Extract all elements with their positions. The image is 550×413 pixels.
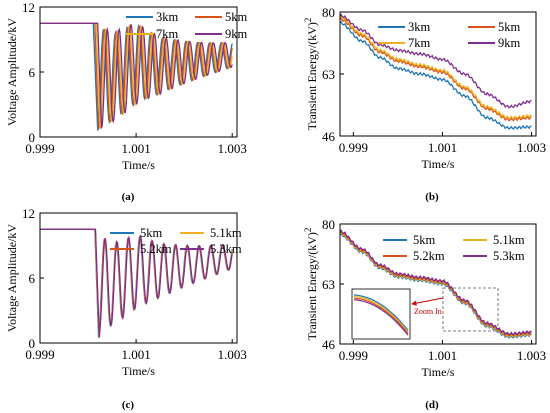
series-line-5.2km: [40, 228, 233, 338]
series-line-9km: [40, 22, 233, 130]
legend-label: 9km: [498, 36, 521, 50]
x-tick-label: 1.001: [121, 347, 150, 362]
legend-label: 7km: [156, 27, 179, 41]
series-line-5km: [339, 17, 532, 122]
y-axis-label-text: Voltage Amplitude/kV: [5, 224, 19, 332]
y-axis-label: Transient Energy/(kV)2: [303, 228, 319, 341]
y-tick-label: 63: [322, 277, 335, 292]
x-tick-label: 1.001: [121, 141, 150, 156]
y-axis-label-text: Transient Energy/(kV): [305, 22, 319, 130]
plot-frame: [39, 212, 238, 344]
y-axis-label: Voltage Amplitude/kV: [5, 224, 19, 332]
series-line-9km: [339, 13, 532, 109]
legend-label: 5km: [413, 233, 436, 247]
x-tick-label: 0.999: [25, 141, 54, 156]
zoom-inset-series-line: [353, 299, 409, 336]
y-tick-label: 63: [322, 67, 335, 82]
panel-label: (b): [425, 191, 439, 203]
x-axis-label: Time/s: [122, 364, 155, 378]
zoom-arrow: [411, 297, 444, 306]
y-tick-label: 12: [22, 0, 35, 15]
y-axis-label-superscript: 2: [303, 18, 313, 23]
y-axis-label: Voltage Amplitude/kV: [5, 18, 19, 126]
legend-label: 7km: [408, 36, 431, 50]
y-tick-label: 6: [29, 65, 36, 80]
legend-label: 3km: [408, 20, 431, 34]
y-tick-label: 6: [29, 271, 36, 286]
y-tick-label: 46: [322, 337, 336, 352]
y-tick-label: 80: [322, 217, 335, 232]
legend-label: 9km: [225, 27, 248, 41]
legend-label: 5.2km: [413, 249, 445, 263]
series-line-5.3km: [339, 229, 532, 336]
legend-label: 5.3km: [210, 242, 242, 256]
x-tick-label: 1.003: [218, 141, 247, 156]
legend-label: 5.3km: [493, 249, 525, 263]
panel-label: (d): [425, 399, 439, 411]
legend-label: 5km: [140, 226, 163, 240]
x-axis-label: Time/s: [422, 365, 455, 379]
x-tick-label: 1.003: [517, 348, 546, 363]
zoom-inset-series-line: [353, 296, 409, 333]
x-tick-label: 1.003: [517, 140, 546, 155]
chart-panel-4: 0.999 1.001 1.003 46 63 80 Time/s Transient Ene…: [303, 217, 546, 411]
legend-label: 5.2km: [140, 242, 172, 256]
y-tick-label: 46: [322, 129, 336, 144]
y-axis-label-superscript: 2: [303, 228, 313, 233]
zoom-inset-series-line: [353, 297, 409, 334]
panel-label: (c): [122, 399, 135, 411]
zoom-region-box: [442, 287, 499, 332]
x-tick-label: 0.999: [339, 348, 368, 363]
chart-panel-2: 0.999 1.001 1.003 46 63 80 Time/s Transient Ene…: [303, 5, 546, 203]
y-axis-label: Transient Energy/(kV)2: [303, 18, 319, 131]
x-axis-label: Time/s: [422, 157, 455, 171]
zoom-inset-series-line: [353, 294, 409, 331]
x-axis-label: Time/s: [122, 158, 155, 172]
y-tick-label: 80: [322, 5, 335, 20]
legend-label: 5.1km: [210, 226, 242, 240]
series-line-3km: [339, 20, 532, 131]
legend-label: 5km: [225, 10, 248, 24]
panel-label: (a): [122, 191, 135, 203]
chart-panel-3: 0.999 1.001 1.003 0 6 12 Time/s Voltage Amplitu…: [5, 206, 247, 411]
chart-panel-1: 0.999 1.001 1.003 0 6 12 Time/s Voltage Amplitu…: [5, 0, 248, 203]
zoom-annotation: Zoom In: [414, 307, 442, 316]
y-axis-label-text: Voltage Amplitude/kV: [5, 18, 19, 126]
y-tick-label: 12: [22, 206, 35, 221]
series-line-5.3km: [40, 228, 233, 338]
x-tick-label: 1.003: [218, 347, 247, 362]
y-tick-label: 0: [29, 130, 36, 145]
x-tick-label: 0.999: [25, 347, 54, 362]
y-axis-label-text: Transient Energy/(kV): [305, 232, 319, 340]
legend-label: 5km: [498, 20, 521, 34]
x-tick-label: 1.001: [428, 348, 457, 363]
y-tick-label: 0: [29, 336, 36, 351]
legend-label: 3km: [156, 10, 179, 24]
x-tick-label: 0.999: [339, 140, 368, 155]
x-tick-label: 1.001: [428, 140, 457, 155]
legend-label: 5.1km: [493, 233, 525, 247]
series-line-7km: [339, 15, 532, 120]
